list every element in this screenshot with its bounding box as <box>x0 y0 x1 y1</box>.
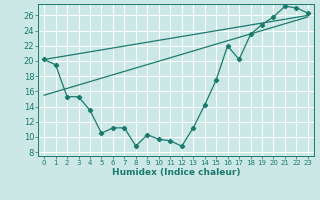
X-axis label: Humidex (Indice chaleur): Humidex (Indice chaleur) <box>112 168 240 177</box>
